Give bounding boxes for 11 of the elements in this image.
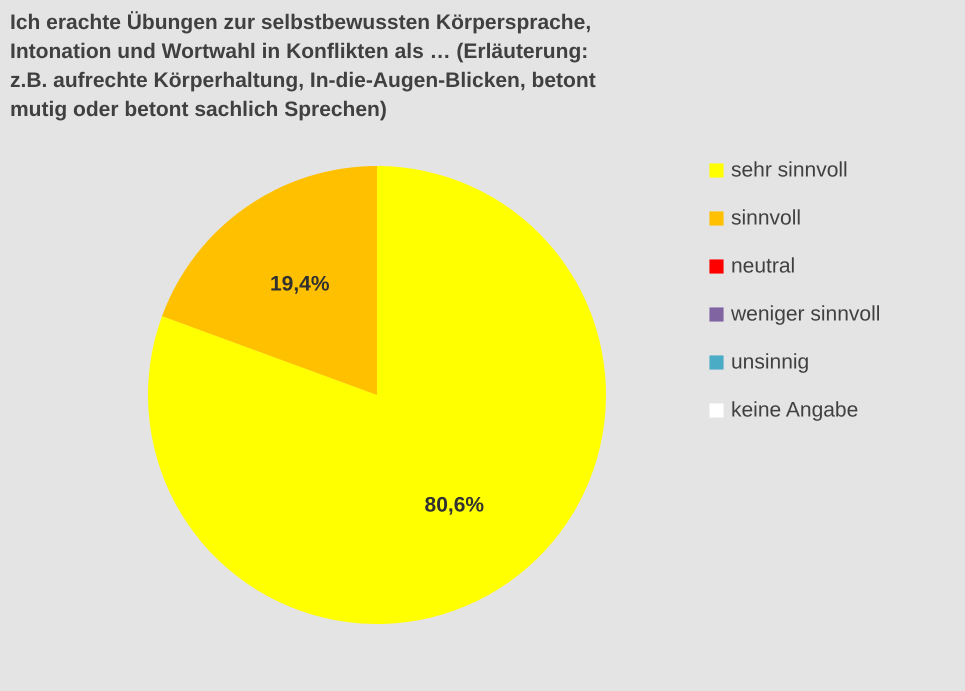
data-label: 19,4% — [270, 272, 330, 296]
data-label: 80,6% — [424, 494, 484, 517]
legend-label: keine Angabe — [731, 398, 858, 422]
legend-label: weniger sinnvoll — [730, 302, 880, 326]
legend-label: neutral — [731, 254, 796, 278]
legend-label: sinnvoll — [731, 206, 802, 230]
legend-label: unsinnig — [731, 350, 810, 374]
pie-slice — [148, 166, 606, 624]
chart-title: Ich erachte Übungen zur selbstbewussten Körpersprache, Intonation und Wortwahl in Konflikten als … (Erläuterung: z.B. aufrechte Körperhaltung, In-die-Augen-Blicken, betont mutig oder betont sachlich Sprechen) — [10, 11, 596, 121]
pie-slice — [162, 166, 377, 395]
legend-label: sehr sinnvoll — [731, 158, 848, 182]
